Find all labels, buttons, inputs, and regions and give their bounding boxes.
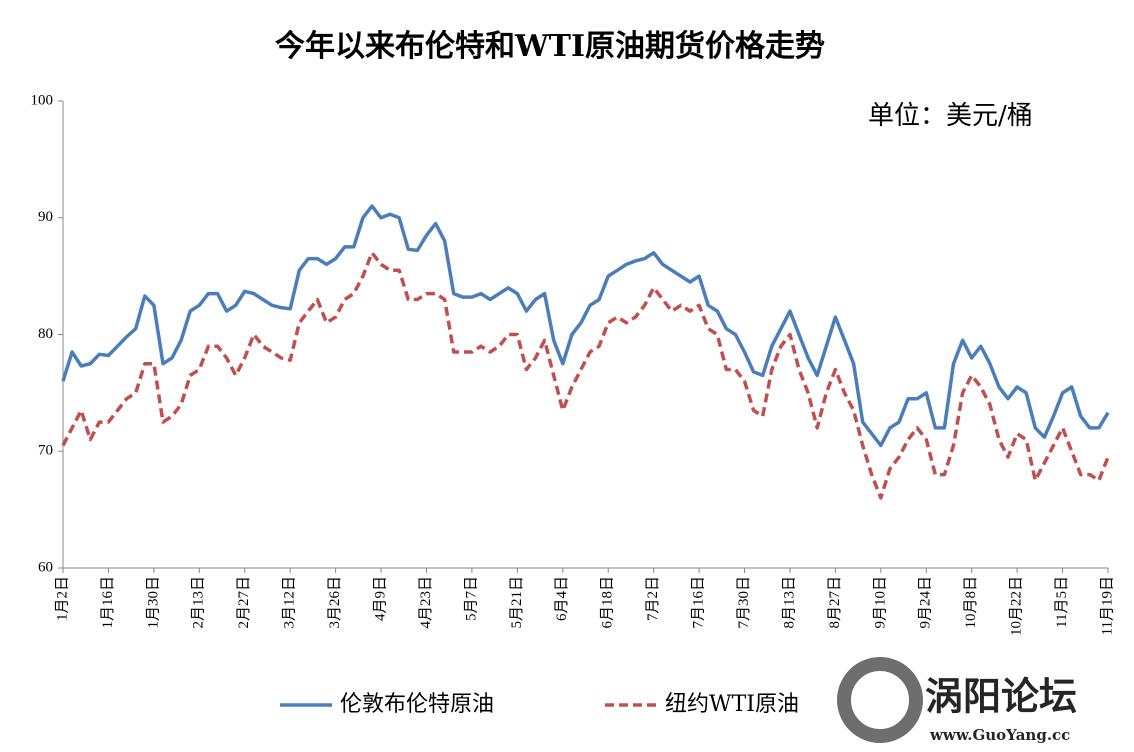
y-tick-label: 100 [31,92,54,108]
x-tick-label: 11月19日 [1099,576,1115,635]
watermark: 涡阳论坛 www.GuoYang.cc [837,657,1077,744]
x-tick-label: 3月12日 [282,576,298,629]
x-tick-label: 3月26日 [327,576,343,629]
watermark-brand: 涡阳论坛 [925,674,1077,719]
y-tick-label: 90 [38,209,53,225]
x-tick-label: 7月30日 [736,576,752,629]
x-tick-label: 6月4日 [554,576,570,621]
watermark-url: www.GuoYang.cc [929,726,1070,744]
x-tick-label: 5月7日 [463,576,479,621]
x-tick-label: 10月8日 [963,576,979,629]
series-line [61,204,1110,448]
x-tick-label: 9月24日 [918,576,934,629]
x-tick-label: 8月13日 [781,576,797,629]
x-tick-label: 7月2日 [645,576,661,621]
x-tick-label: 2月13日 [191,576,207,629]
x-tick-label: 1月16日 [100,576,116,629]
legend-label: 伦敦布伦特原油 [340,692,494,717]
x-tick-label: 10月22日 [1009,576,1025,636]
x-tick-label: 2月27日 [236,576,252,629]
watermark-logo [837,657,923,743]
chart-title: 今年以来布伦特和WTI原油期货价格走势 [275,29,825,64]
x-tick-label: 5月21日 [509,576,525,629]
series-line [61,251,1110,500]
x-tick-label: 6月18日 [600,576,616,629]
legend-label: 纽约WTI原油 [665,692,799,717]
x-tick-label: 7月16日 [691,576,707,629]
x-tick-label: 1月30日 [145,576,161,629]
x-tick-label: 11月5日 [1054,576,1070,628]
unit-label: 单位：美元/桶 [868,101,1033,131]
y-tick-label: 70 [38,443,53,459]
x-tick-label: 4月9日 [372,576,388,621]
y-tick-label: 60 [38,559,53,575]
y-tick-label: 80 [38,326,53,342]
x-tick-label: 1月2日 [54,576,70,621]
x-tick-label: 8月27日 [827,576,843,629]
x-tick-label: 4月23日 [418,576,434,629]
x-tick-label: 9月10日 [872,576,888,629]
